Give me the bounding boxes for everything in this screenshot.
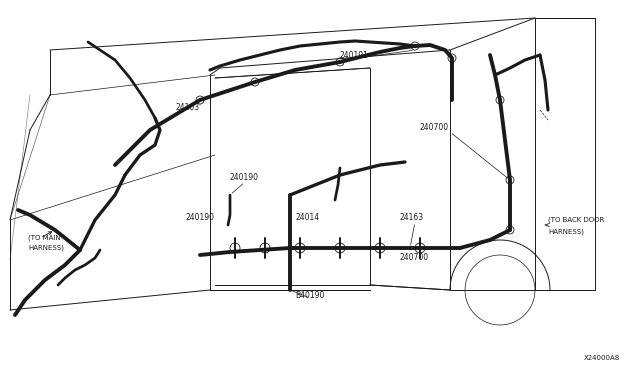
Text: (TO BACK DOOR: (TO BACK DOOR — [548, 217, 604, 223]
Text: 240191: 240191 — [340, 51, 369, 60]
Text: 240190: 240190 — [185, 214, 214, 222]
Text: X24000A8: X24000A8 — [584, 355, 620, 361]
Text: B40190: B40190 — [295, 291, 324, 299]
Text: HARNESS): HARNESS) — [28, 245, 64, 251]
Text: 240190: 240190 — [230, 173, 259, 183]
Text: (TO MAIN: (TO MAIN — [28, 235, 61, 241]
Text: 24163: 24163 — [175, 103, 199, 112]
Text: 240700: 240700 — [420, 124, 449, 132]
Text: 240700: 240700 — [400, 253, 429, 263]
Text: 24014: 24014 — [295, 214, 319, 222]
Text: 24163: 24163 — [400, 214, 424, 222]
Text: HARNESS): HARNESS) — [548, 229, 584, 235]
